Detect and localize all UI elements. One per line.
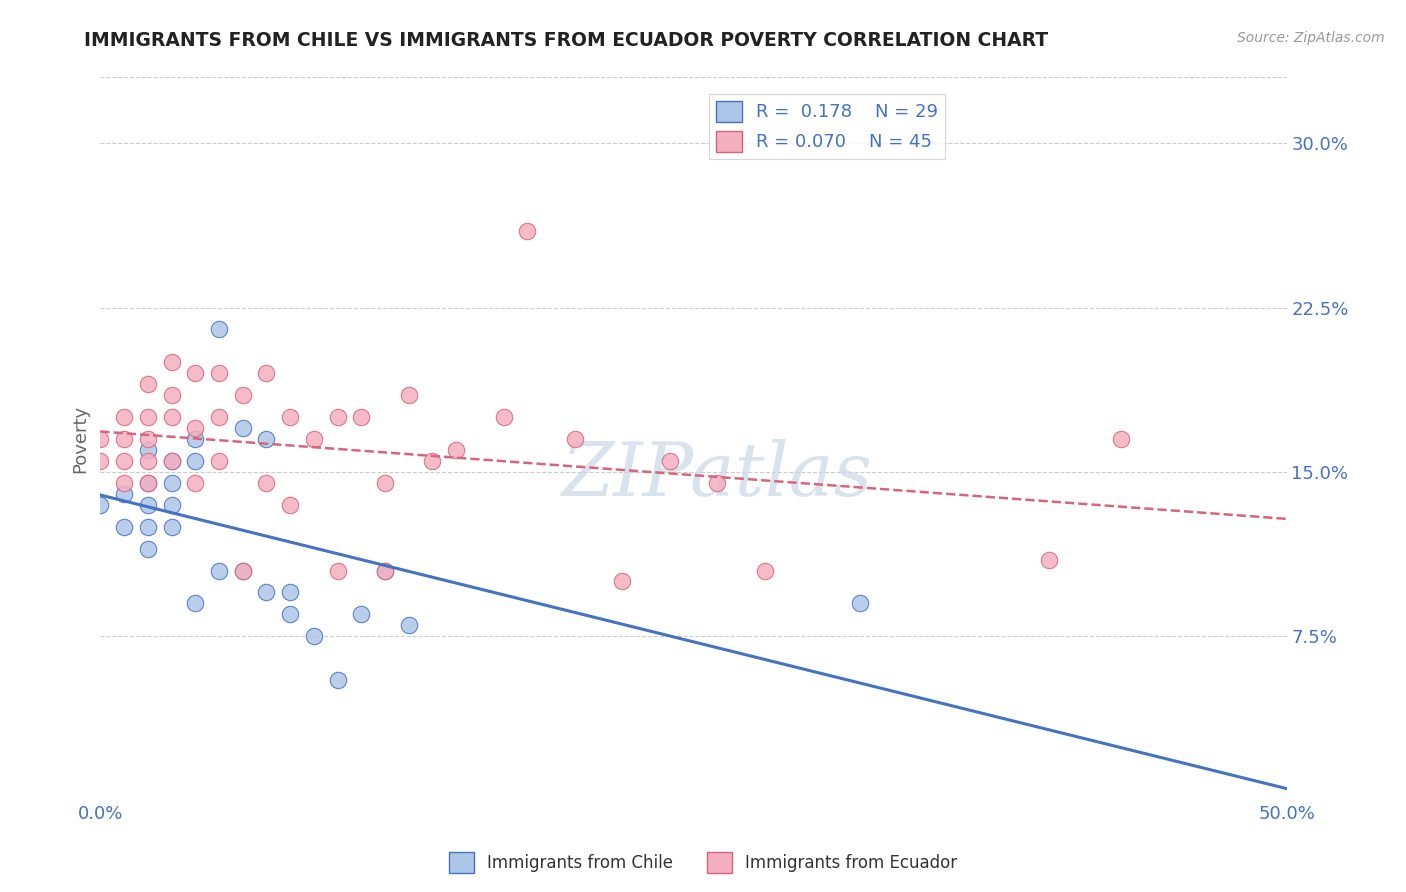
Point: [160, 498, 183, 512]
Legend: R =  0.178    N = 29, R = 0.070    N = 45: R = 0.178 N = 29, R = 0.070 N = 45: [709, 94, 945, 159]
Point: [350, 607, 373, 622]
Point: [184, 366, 207, 380]
Point: [706, 475, 728, 490]
Point: [89, 498, 111, 512]
Point: [160, 454, 183, 468]
Point: [254, 366, 277, 380]
Point: [136, 410, 159, 425]
Point: [492, 410, 515, 425]
Text: ZIPatlas: ZIPatlas: [561, 439, 873, 511]
Point: [160, 475, 183, 490]
Point: [444, 442, 467, 457]
Point: [232, 421, 254, 435]
Point: [254, 475, 277, 490]
Point: [112, 432, 135, 446]
Point: [184, 421, 207, 435]
Point: [564, 432, 586, 446]
Point: [232, 564, 254, 578]
Y-axis label: Poverty: Poverty: [72, 405, 89, 473]
Point: [208, 410, 231, 425]
Point: [232, 388, 254, 402]
Point: [184, 454, 207, 468]
Point: [89, 432, 111, 446]
Point: [136, 498, 159, 512]
Point: [232, 564, 254, 578]
Point: [160, 454, 183, 468]
Point: [160, 410, 183, 425]
Point: [254, 432, 277, 446]
Text: Source: ZipAtlas.com: Source: ZipAtlas.com: [1237, 31, 1385, 45]
Point: [112, 487, 135, 501]
Point: [278, 607, 301, 622]
Point: [326, 564, 349, 578]
Point: [184, 432, 207, 446]
Point: [278, 585, 301, 599]
Point: [208, 454, 231, 468]
Point: [136, 377, 159, 392]
Point: [136, 541, 159, 556]
Point: [160, 355, 183, 369]
Point: [326, 410, 349, 425]
Point: [112, 475, 135, 490]
Point: [112, 519, 135, 533]
Legend: Immigrants from Chile, Immigrants from Ecuador: Immigrants from Chile, Immigrants from E…: [443, 846, 963, 880]
Point: [302, 432, 325, 446]
Point: [374, 475, 396, 490]
Point: [422, 454, 444, 468]
Point: [374, 564, 396, 578]
Point: [398, 618, 420, 632]
Point: [302, 629, 325, 643]
Point: [254, 585, 277, 599]
Point: [136, 519, 159, 533]
Text: IMMIGRANTS FROM CHILE VS IMMIGRANTS FROM ECUADOR POVERTY CORRELATION CHART: IMMIGRANTS FROM CHILE VS IMMIGRANTS FROM…: [84, 31, 1049, 50]
Point: [278, 410, 301, 425]
Point: [1038, 552, 1060, 566]
Point: [136, 475, 159, 490]
Point: [160, 388, 183, 402]
Point: [1109, 432, 1132, 446]
Point: [208, 366, 231, 380]
Point: [208, 564, 231, 578]
Point: [398, 388, 420, 402]
Point: [160, 519, 183, 533]
Point: [658, 454, 681, 468]
Point: [612, 574, 634, 589]
Point: [112, 410, 135, 425]
Point: [374, 564, 396, 578]
Point: [350, 410, 373, 425]
Point: [184, 475, 207, 490]
Point: [136, 432, 159, 446]
Point: [136, 442, 159, 457]
Point: [278, 498, 301, 512]
Point: [112, 454, 135, 468]
Point: [848, 596, 870, 610]
Point: [136, 475, 159, 490]
Point: [516, 224, 538, 238]
Point: [136, 454, 159, 468]
Point: [208, 322, 231, 336]
Point: [184, 596, 207, 610]
Point: [754, 564, 776, 578]
Point: [89, 454, 111, 468]
Point: [326, 673, 349, 687]
